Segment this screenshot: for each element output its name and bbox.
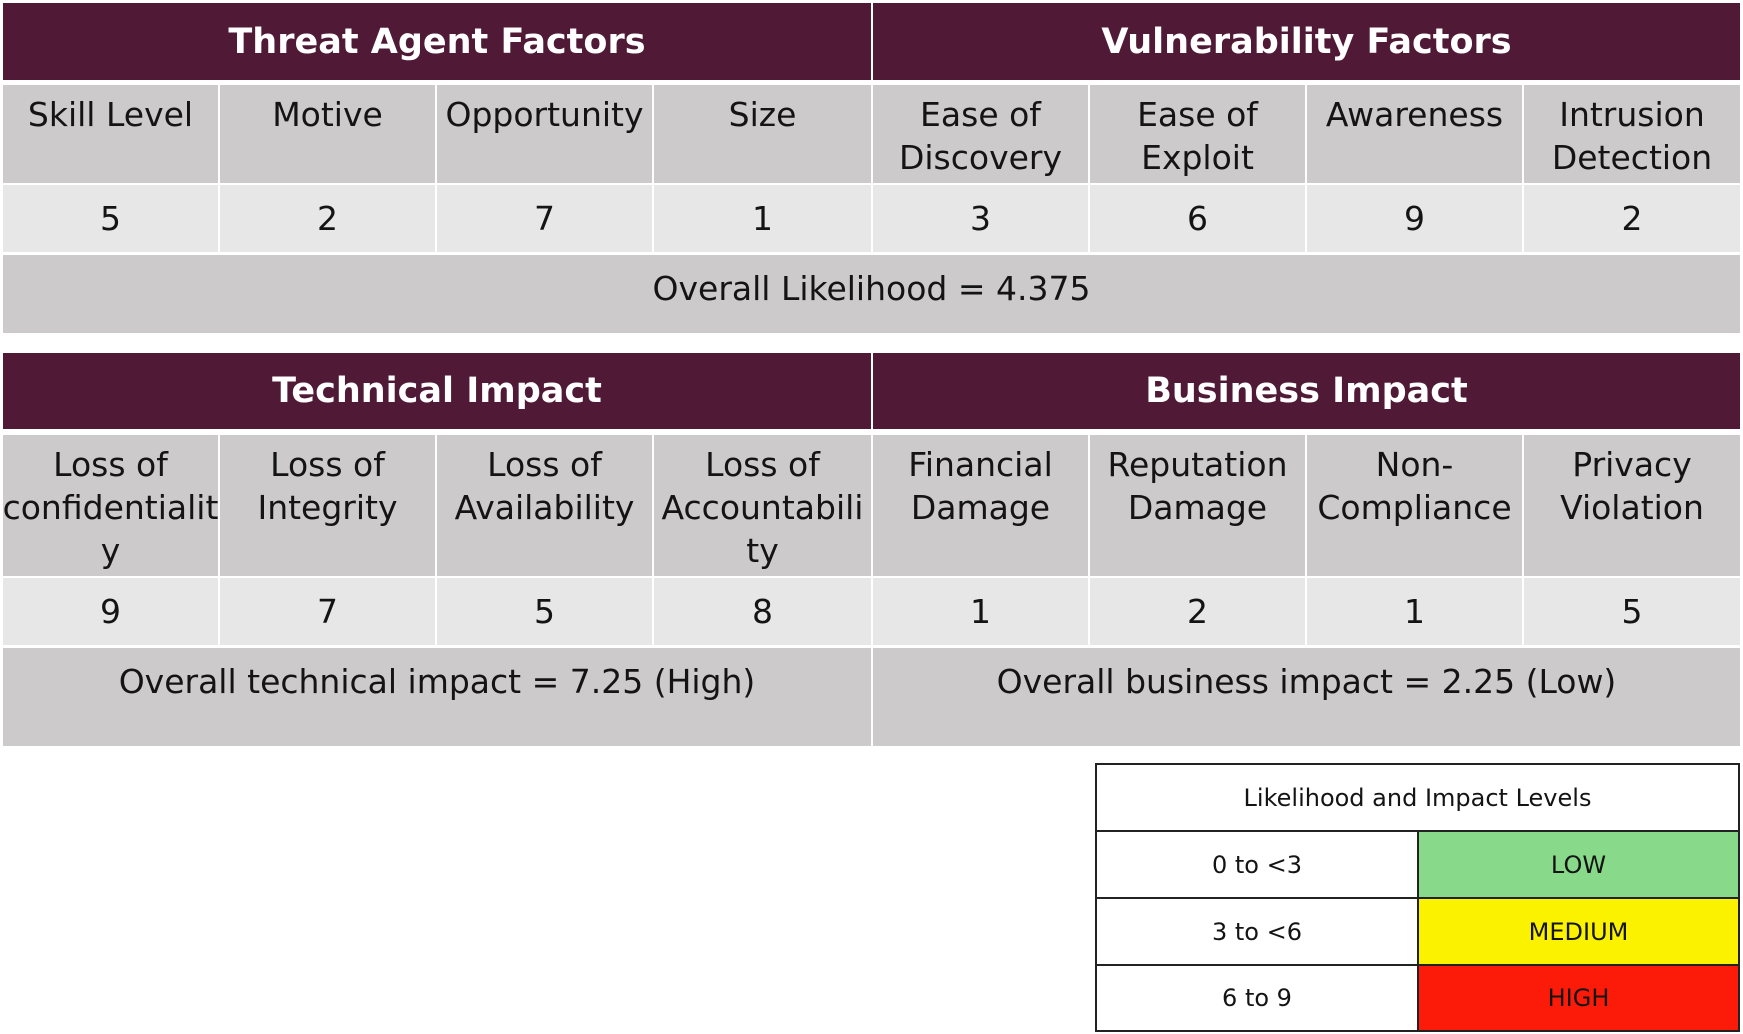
factor-value-loss-of-availability: 5: [437, 578, 652, 645]
factor-value-awareness: 9: [1307, 185, 1522, 252]
levels-legend: Likelihood and Impact Levels 0 to <3 LOW…: [1095, 763, 1740, 1032]
factor-value-opportunity: 7: [437, 185, 652, 252]
factor-value-skill-level: 5: [3, 185, 218, 252]
legend-range-high: 6 to 9: [1097, 966, 1419, 1030]
factor-label-intrusion-detection: Intrusion Detection: [1524, 85, 1740, 183]
factor-label-motive: Motive: [220, 85, 435, 183]
factor-label-loss-of-availability: Loss of Availability: [437, 435, 652, 576]
factor-label-size: Size: [654, 85, 871, 183]
overall-technical-impact: Overall technical impact = 7.25 (High): [3, 648, 871, 746]
factor-value-ease-of-discovery: 3: [873, 185, 1088, 252]
factor-label-awareness: Awareness: [1307, 85, 1522, 183]
legend-range-low: 0 to <3: [1097, 832, 1419, 899]
overall-likelihood: Overall Likelihood = 4.375: [3, 255, 1740, 333]
factor-value-financial-damage: 1: [873, 578, 1088, 645]
factor-value-motive: 2: [220, 185, 435, 252]
factor-value-reputation-damage: 2: [1090, 578, 1305, 645]
factor-label-opportunity: Opportunity: [437, 85, 652, 183]
technical-impact-header: Technical Impact: [3, 353, 871, 429]
factor-value-intrusion-detection: 2: [1524, 185, 1740, 252]
factor-value-loss-of-confidentiality: 9: [3, 578, 218, 645]
factor-label-non-compliance: Non- Compliance: [1307, 435, 1522, 576]
factor-label-ease-of-discovery: Ease of Discovery: [873, 85, 1088, 183]
factor-value-size: 1: [654, 185, 871, 252]
legend-level-high: HIGH: [1419, 966, 1738, 1030]
factor-label-financial-damage: Financial Damage: [873, 435, 1088, 576]
factor-label-privacy-violation: Privacy Violation: [1524, 435, 1740, 576]
factor-label-ease-of-exploit: Ease of Exploit: [1090, 85, 1305, 183]
legend-level-low: LOW: [1419, 832, 1738, 899]
factor-label-loss-of-accountability: Loss of Accountabili ty: [654, 435, 871, 576]
factor-value-privacy-violation: 5: [1524, 578, 1740, 645]
factor-value-loss-of-integrity: 7: [220, 578, 435, 645]
legend-range-medium: 3 to <6: [1097, 899, 1419, 966]
factor-value-ease-of-exploit: 6: [1090, 185, 1305, 252]
factor-label-loss-of-confidentiality: Loss of confidentialit y: [3, 435, 218, 576]
vulnerability-factors-header: Vulnerability Factors: [873, 3, 1740, 80]
factor-value-loss-of-accountability: 8: [654, 578, 871, 645]
factor-label-skill-level: Skill Level: [3, 85, 218, 183]
factor-value-non-compliance: 1: [1307, 578, 1522, 645]
threat-agent-factors-header: Threat Agent Factors: [3, 3, 871, 80]
overall-business-impact: Overall business impact = 2.25 (Low): [873, 648, 1740, 746]
factor-label-loss-of-integrity: Loss of Integrity: [220, 435, 435, 576]
legend-title: Likelihood and Impact Levels: [1097, 765, 1738, 832]
business-impact-header: Business Impact: [873, 353, 1740, 429]
legend-level-medium: MEDIUM: [1419, 899, 1738, 966]
factor-label-reputation-damage: Reputation Damage: [1090, 435, 1305, 576]
